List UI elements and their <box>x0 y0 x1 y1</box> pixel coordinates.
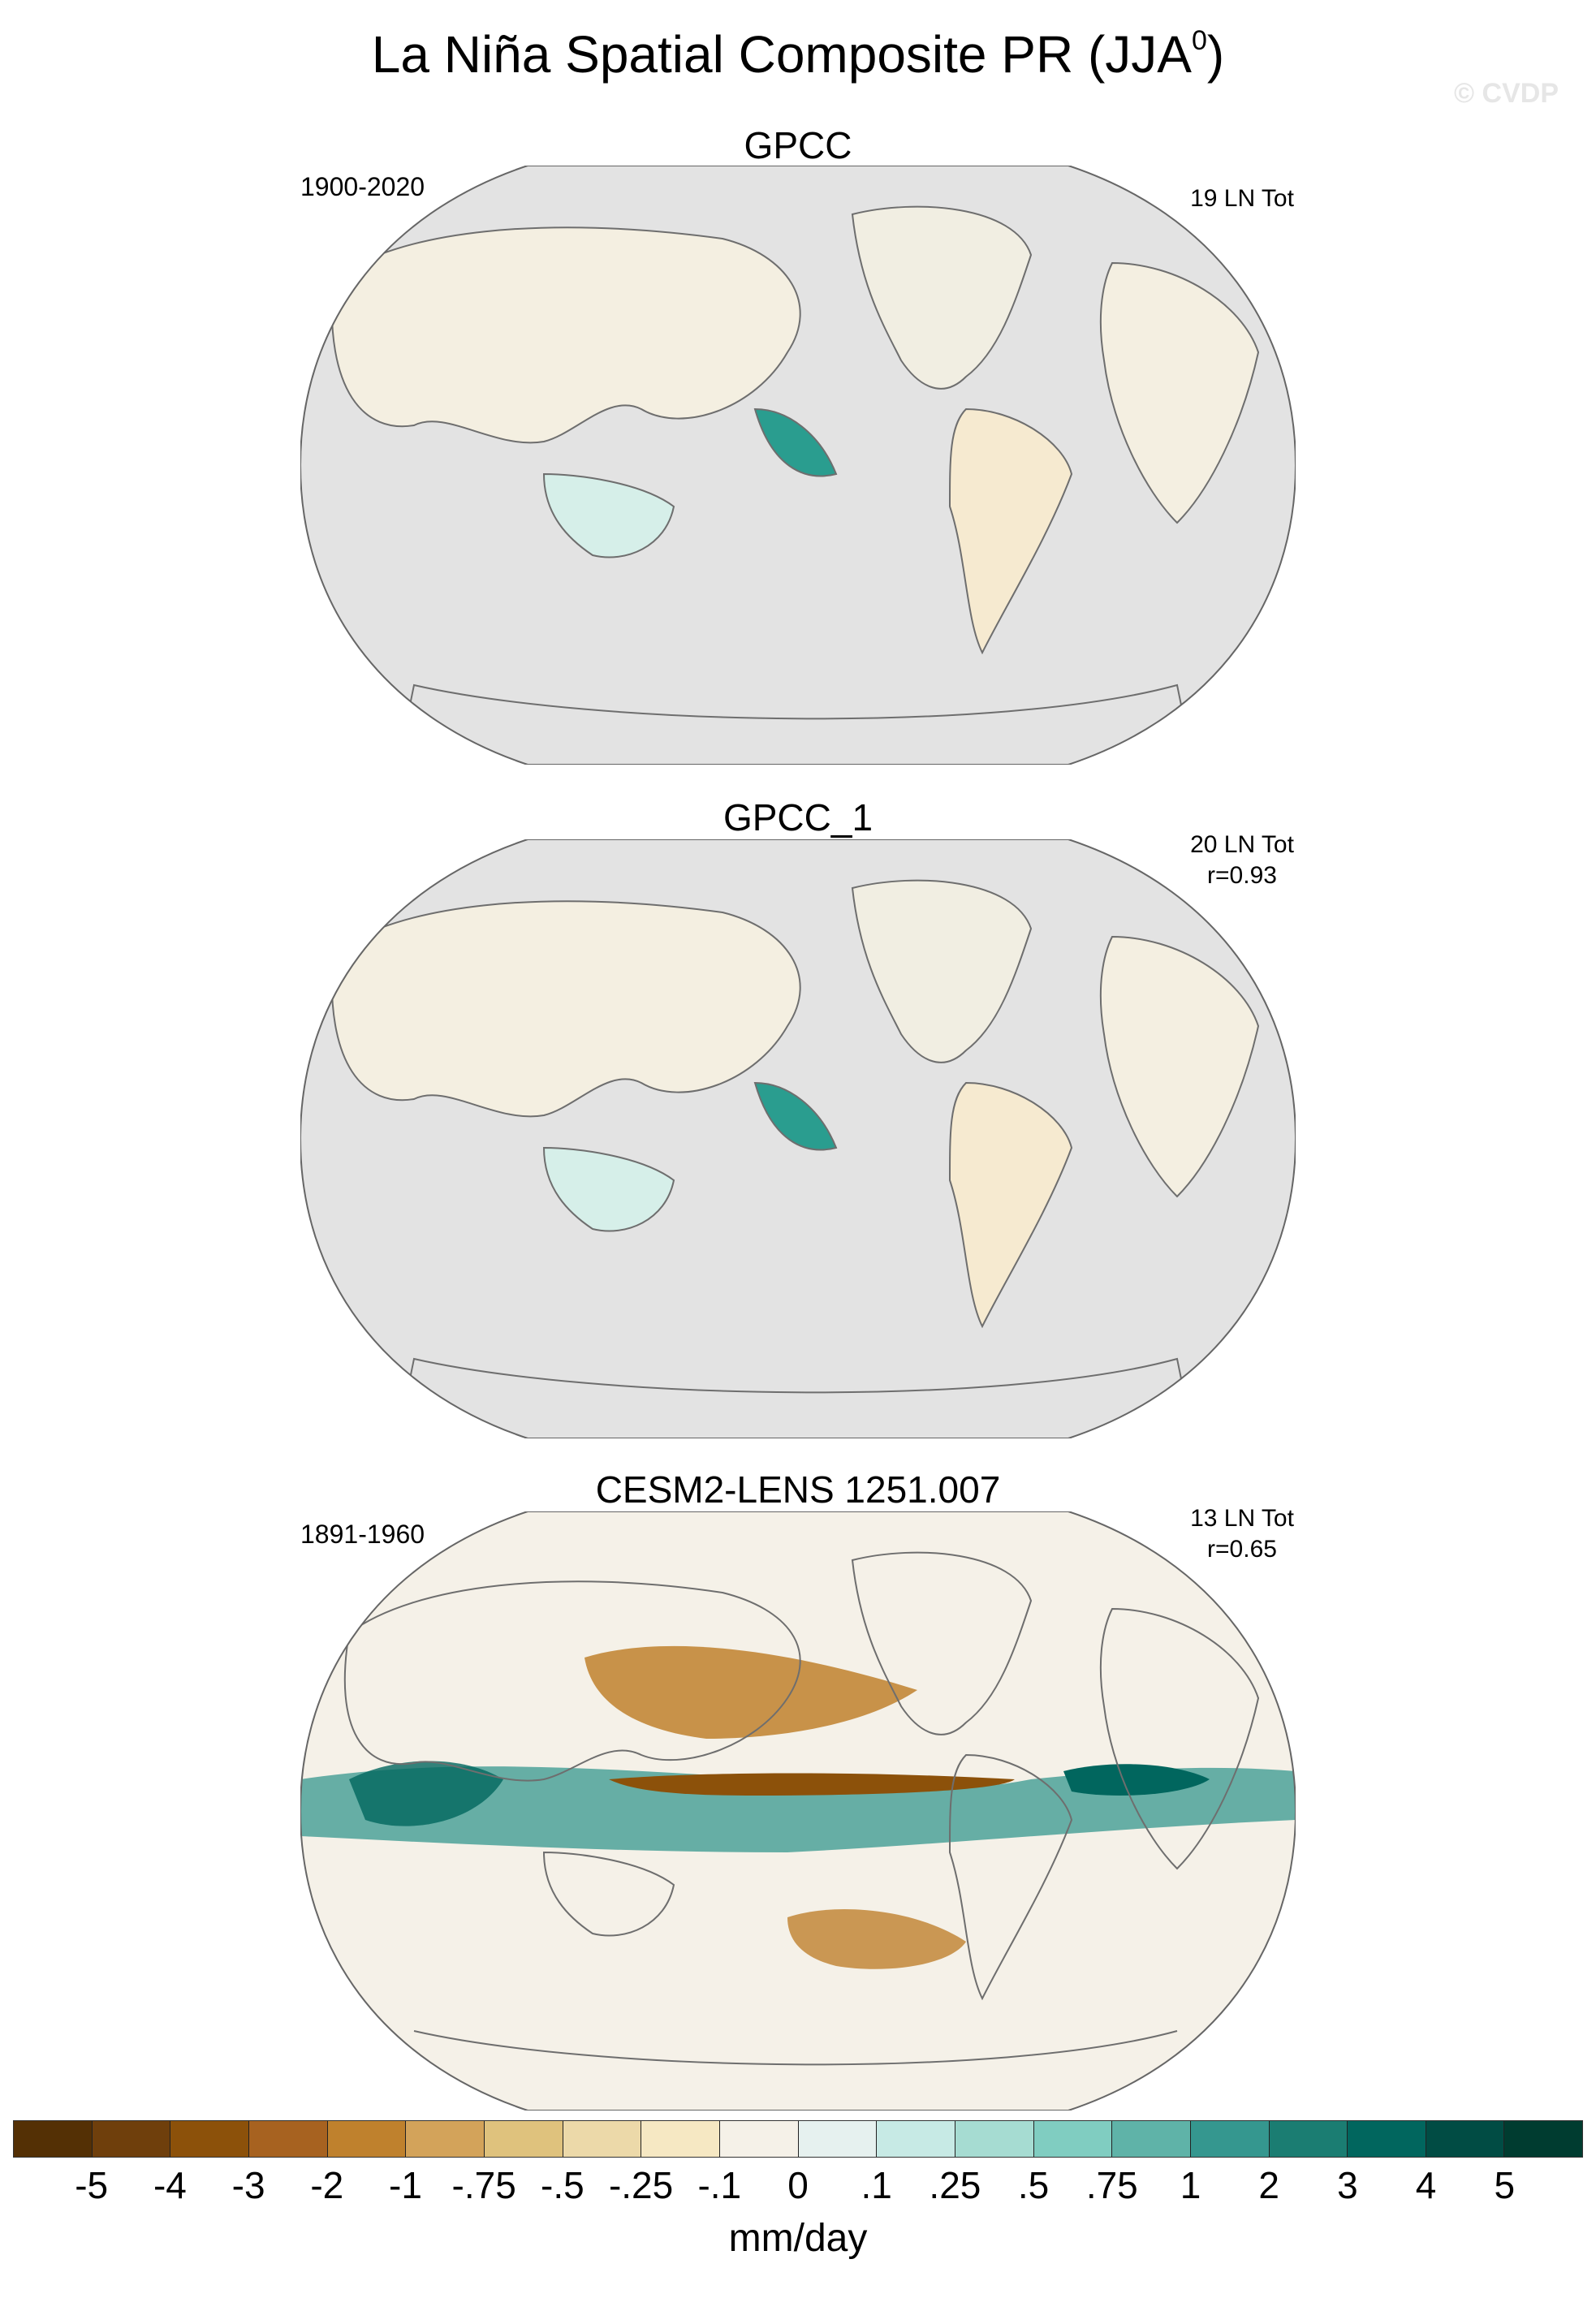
panel-1-eurasia <box>330 226 801 444</box>
panel-1-south-america <box>948 407 1073 655</box>
panel-3-equatorial-dry-tongue <box>609 1773 1015 1796</box>
colorbar-tick-label: -2 <box>310 2164 344 2206</box>
panel-1-event-count: 19 LN Tot <box>1190 185 1294 212</box>
panel-2-event-count: 20 LN Tot <box>1190 831 1294 858</box>
colorbar-tick-label: 4 <box>1415 2164 1437 2206</box>
colorbar-swatch <box>14 2121 93 2157</box>
colorbar-swatch <box>92 2121 171 2157</box>
colorbar-swatch <box>955 2121 1034 2157</box>
panel-2-map <box>299 839 1297 1442</box>
colorbar-swatch <box>1190 2121 1270 2157</box>
colorbar-tick-label: 2 <box>1258 2164 1279 2206</box>
colorbar-swatch <box>798 2121 878 2157</box>
colorbar-swatch <box>641 2121 720 2157</box>
panel-2-title: GPCC_1 <box>723 796 873 839</box>
panel-3-africa-outline <box>1099 1607 1260 1870</box>
panel-3-south-america-outline <box>948 1753 1073 2001</box>
panel-1-maritime-continent <box>753 407 838 477</box>
colorbar-tick-label: 0 <box>787 2164 809 2206</box>
colorbar-tick-label: .1 <box>861 2164 892 2206</box>
panel-2-maritime-continent <box>753 1081 838 1151</box>
panel-1-africa <box>1099 261 1260 524</box>
colorbar-swatch <box>406 2121 485 2157</box>
panel-3-map-svg <box>299 1511 1297 2111</box>
colorbar-swatch <box>170 2121 249 2157</box>
panel-2-eurasia <box>330 900 801 1118</box>
colorbar-tick-label: -1 <box>389 2164 422 2206</box>
panel-3-atlantic-wet <box>1063 1764 1210 1796</box>
colorbar-swatch <box>1112 2121 1191 2157</box>
colorbar-tick-label: -4 <box>153 2164 187 2206</box>
colorbar-tick-label: 5 <box>1494 2164 1516 2206</box>
cvdp-watermark: © CVDP <box>1454 78 1559 109</box>
panel-1-stats: 19 LN Tot <box>1145 183 1339 214</box>
colorbar-units: mm/day <box>728 2217 868 2260</box>
panel-3-stats: 13 LN Tot r=0.65 <box>1145 1503 1339 1565</box>
panel-1-map-svg <box>299 165 1297 765</box>
colorbar-tick-label: -.5 <box>541 2164 584 2206</box>
panel-3-eurasia-outline <box>343 1580 801 1782</box>
page-title: La Niña Spatial Composite PR (JJA0) <box>0 24 1596 84</box>
title-text: La Niña Spatial Composite PR (JJA <box>371 25 1192 84</box>
colorbar-tick-label: -.1 <box>697 2164 742 2206</box>
panel-1-title: GPCC <box>744 124 852 166</box>
colorbar-swatch <box>1269 2121 1348 2157</box>
panel-2-north-america <box>851 879 1033 1063</box>
colorbar-tick-label: .25 <box>929 2164 981 2206</box>
colorbar-swatch <box>719 2121 799 2157</box>
panel-3-title: CESM2-LENS 1251.007 <box>595 1468 1001 1511</box>
panel-3-north-america-outline <box>851 1551 1033 1735</box>
colorbar-swatch <box>563 2121 642 2157</box>
colorbar-swatch <box>1348 2121 1426 2157</box>
colorbar-tick-label: -.75 <box>451 2164 516 2206</box>
panel-2-south-america <box>948 1081 1073 1329</box>
colorbar-tick-label: 1 <box>1180 2164 1201 2206</box>
colorbar-tick-label: -5 <box>75 2164 109 2206</box>
colorbar-swatch <box>484 2121 563 2157</box>
colorbar-swatch <box>1504 2121 1583 2157</box>
panel-3-event-count: 13 LN Tot <box>1190 1505 1294 1532</box>
colorbar <box>13 2120 1583 2158</box>
panel-3-correlation: r=0.65 <box>1207 1536 1277 1563</box>
panel-1-antarctica <box>396 683 1195 765</box>
colorbar-swatch <box>327 2121 407 2157</box>
colorbar-swatch <box>1426 2121 1505 2157</box>
colorbar-swatch <box>248 2121 328 2157</box>
panel-1-map <box>299 165 1297 769</box>
colorbar-swatch <box>877 2121 955 2157</box>
panel-2-map-svg <box>299 839 1297 1439</box>
colorbar-tick-label: .75 <box>1085 2164 1138 2206</box>
panel-1-period: 1900-2020 <box>300 172 425 201</box>
panel-3-itcz-wet-band <box>300 1766 1296 1852</box>
panel-2-africa <box>1099 935 1260 1198</box>
panel-2-stats: 20 LN Tot r=0.93 <box>1145 830 1339 891</box>
title-superscript: 0 <box>1191 25 1207 56</box>
colorbar-tick-label: 3 <box>1337 2164 1358 2206</box>
panel-2-correlation: r=0.93 <box>1207 862 1277 889</box>
panel-2-australia <box>542 1146 675 1232</box>
panel-2-antarctica <box>396 1357 1195 1438</box>
title-close: ) <box>1206 25 1225 84</box>
colorbar-tick-label: -3 <box>231 2164 265 2206</box>
colorbar-tick-label: -.25 <box>608 2164 674 2206</box>
panel-3-map <box>299 1511 1297 2115</box>
panel-3-antarctica-outline <box>413 2030 1178 2066</box>
colorbar-swatch <box>1033 2121 1113 2157</box>
panel-3-southeast-pacific-dry <box>787 1909 966 1969</box>
panel-3-period: 1891-1960 <box>300 1520 425 1549</box>
panel-1-australia <box>542 472 675 558</box>
panel-3-west-pacific-dry <box>584 1645 917 1739</box>
panel-1-north-america <box>851 205 1033 390</box>
colorbar-tick-label: .5 <box>1017 2164 1050 2206</box>
panel-3-australia-outline <box>542 1851 675 1937</box>
panel-3-indian-ocean-wet <box>349 1761 503 1826</box>
